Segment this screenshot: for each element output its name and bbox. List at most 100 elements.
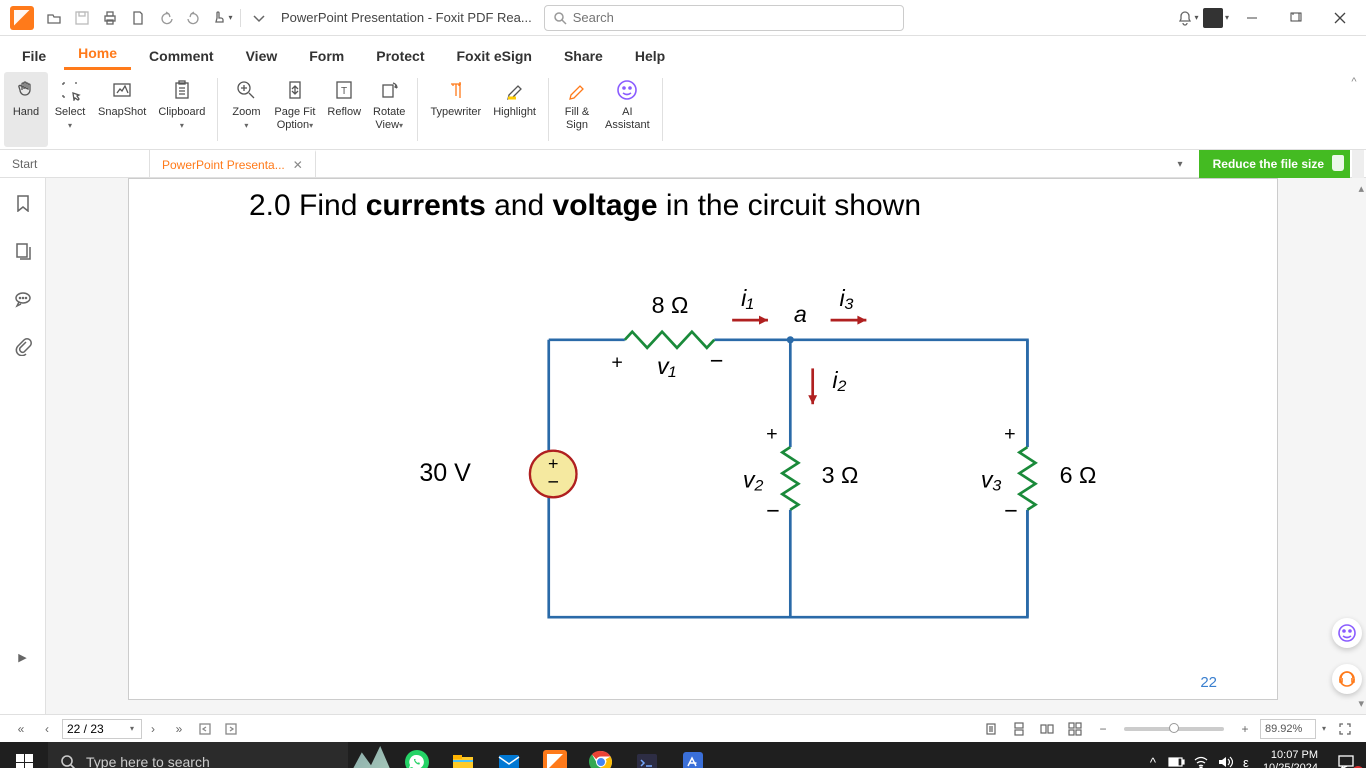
user-avatar[interactable]: ▾ — [1202, 4, 1230, 32]
page-input-dropdown-icon[interactable]: ▾ — [130, 724, 134, 733]
qat-open-icon[interactable] — [40, 4, 68, 32]
start-button[interactable] — [0, 742, 48, 768]
scroll-up-icon[interactable]: ▴ — [1358, 182, 1364, 195]
reduce-filesize-button[interactable]: Reduce the file size — [1199, 150, 1350, 178]
next-page-button[interactable]: › — [141, 717, 165, 741]
qat-customize-icon[interactable] — [245, 4, 273, 32]
taskbar-app-whatsapp[interactable]: 10 — [394, 742, 440, 768]
prev-page-button[interactable]: ‹ — [35, 717, 59, 741]
view-single-icon[interactable] — [979, 717, 1003, 741]
pagefit-icon — [281, 76, 309, 104]
taskbar-app-foxit[interactable] — [532, 742, 578, 768]
history-back-icon[interactable] — [193, 717, 217, 741]
scroll-down-icon[interactable]: ▾ — [1358, 697, 1364, 710]
tool-pagefit[interactable]: Page Fit Option▾ — [268, 72, 321, 147]
zoom-value[interactable]: 89.92% — [1260, 719, 1316, 739]
fillsign-icon — [563, 76, 591, 104]
search-input[interactable] — [544, 5, 904, 31]
tray-language[interactable]: ε — [1237, 742, 1255, 768]
tray-wifi-icon[interactable] — [1189, 742, 1213, 768]
tray-sound-icon[interactable] — [1213, 742, 1237, 768]
document-viewport[interactable]: 2.0 Find currents and voltage in the cir… — [46, 178, 1366, 714]
tool-zoom[interactable]: Zoom▾ — [224, 72, 268, 147]
taskbar-app-generic[interactable] — [670, 742, 716, 768]
qat-touch-icon[interactable]: ▾ — [208, 4, 236, 32]
attachments-icon[interactable] — [10, 334, 36, 360]
menu-protect[interactable]: Protect — [362, 42, 438, 70]
sidebar-expand-icon[interactable]: ▶ — [18, 651, 26, 664]
tool-fillsign[interactable]: Fill & Sign — [555, 72, 599, 147]
pages-panel-icon[interactable] — [10, 238, 36, 264]
comments-panel-icon[interactable] — [10, 286, 36, 312]
view-facing-icon[interactable] — [1035, 717, 1059, 741]
qat-undo-icon[interactable] — [152, 4, 180, 32]
tool-typewriter-label: Typewriter — [430, 106, 481, 119]
first-page-button[interactable]: « — [9, 717, 33, 741]
fullscreen-icon[interactable] — [1333, 717, 1357, 741]
menu-share[interactable]: Share — [550, 42, 617, 70]
qat-print-icon[interactable] — [96, 4, 124, 32]
menu-help[interactable]: Help — [621, 42, 679, 70]
tab-document-label: PowerPoint Presenta... — [162, 158, 285, 172]
search-field[interactable] — [573, 10, 895, 25]
svg-text:T: T — [341, 86, 347, 97]
support-float-icon[interactable] — [1332, 664, 1362, 694]
tool-snapshot[interactable]: SnapShot — [92, 72, 152, 147]
tab-document[interactable]: PowerPoint Presenta... ✕ — [150, 150, 316, 177]
menu-esign[interactable]: Foxit eSign — [442, 42, 545, 70]
ai-float-icon[interactable] — [1332, 618, 1362, 648]
tool-typewriter[interactable]: Typewriter — [424, 72, 487, 147]
last-page-button[interactable]: » — [167, 717, 191, 741]
maximize-button[interactable] — [1274, 0, 1318, 36]
tool-select[interactable]: Select▾ — [48, 72, 92, 147]
taskbar-clock[interactable]: 10:07 PM 10/25/2024 — [1255, 749, 1326, 768]
taskbar-app-explorer[interactable] — [440, 742, 486, 768]
view-cont-facing-icon[interactable] — [1063, 717, 1087, 741]
tool-hand[interactable]: Hand — [4, 72, 48, 147]
tray-battery-icon[interactable] — [1165, 742, 1189, 768]
taskbar-app-mail[interactable]: 23 — [486, 742, 532, 768]
minimize-button[interactable] — [1230, 0, 1274, 36]
menu-form[interactable]: Form — [295, 42, 358, 70]
ribbon-collapse-icon[interactable]: ^ — [1346, 72, 1362, 147]
view-continuous-icon[interactable] — [1007, 717, 1031, 741]
menu-home[interactable]: Home — [64, 39, 131, 70]
zoom-slider[interactable] — [1124, 727, 1224, 731]
close-button[interactable] — [1318, 0, 1362, 36]
tray-overflow-icon[interactable]: ^ — [1141, 742, 1165, 768]
qat-save-icon[interactable] — [68, 4, 96, 32]
taskbar-search[interactable]: Type here to search — [48, 742, 348, 768]
taskbar-search-icon — [60, 754, 76, 768]
bookmarks-icon[interactable] — [10, 190, 36, 216]
tab-start[interactable]: Start — [0, 150, 150, 177]
tab-close-icon[interactable]: ✕ — [293, 158, 303, 172]
zoom-out-button[interactable]: − — [1091, 717, 1115, 741]
zoom-value-text: 89.92% — [1265, 723, 1302, 735]
notification-center-icon[interactable]: 4 — [1326, 742, 1366, 768]
tool-reflow[interactable]: TReflow — [321, 72, 367, 147]
zoom-in-button[interactable]: + — [1233, 717, 1257, 741]
tool-rotate[interactable]: Rotate View▾ — [367, 72, 411, 147]
svg-text:v₃: v₃ — [981, 466, 1002, 492]
tool-select-label: Select▾ — [55, 106, 86, 131]
notification-bell-icon[interactable]: ▾ — [1174, 4, 1202, 32]
zoom-dropdown-icon[interactable]: ▾ — [1322, 724, 1326, 733]
taskbar-app-mountains[interactable] — [348, 742, 394, 768]
qat-page-icon[interactable] — [124, 4, 152, 32]
tab-dropdown-icon[interactable]: ▾ — [1170, 150, 1190, 178]
menu-file[interactable]: File — [8, 42, 60, 70]
workspace: ▶ 2.0 Find currents and voltage in the c… — [0, 178, 1366, 714]
tool-ai[interactable]: AI Assistant — [599, 72, 656, 147]
qat-redo-icon[interactable] — [180, 4, 208, 32]
menu-comment[interactable]: Comment — [135, 42, 228, 70]
taskbar-app-chrome[interactable] — [578, 742, 624, 768]
history-fwd-icon[interactable] — [219, 717, 243, 741]
tool-highlight[interactable]: Highlight — [487, 72, 542, 147]
taskbar-app-terminal[interactable] — [624, 742, 670, 768]
menu-view[interactable]: View — [232, 42, 292, 70]
svg-text:i₁: i₁ — [741, 289, 754, 311]
svg-text:−: − — [710, 347, 724, 373]
tool-clipboard[interactable]: Clipboard▾ — [152, 72, 211, 147]
svg-text:+: + — [611, 351, 623, 373]
zoom-slider-knob[interactable] — [1169, 723, 1179, 733]
